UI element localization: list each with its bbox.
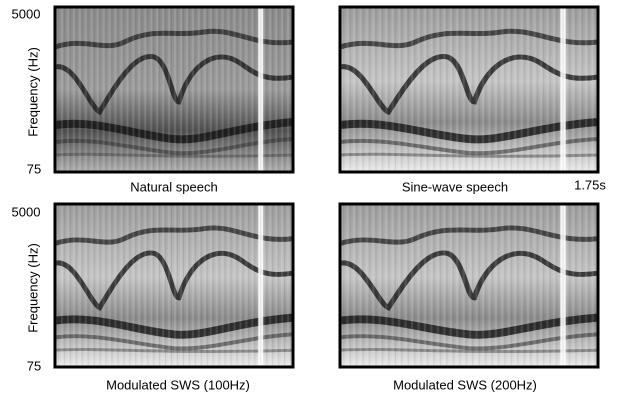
- y-top-label: 5000: [12, 6, 41, 21]
- panel: Modulated SWS (200Hz): [338, 202, 600, 392]
- panel: 5000 75 Frequency (Hz) Natural speech: [12, 5, 295, 194]
- spectrogram-texture: [55, 204, 293, 367]
- panel-frame: [338, 5, 600, 174]
- time-label: 1.75s: [574, 177, 606, 192]
- y-axis-label: Frequency (Hz): [25, 47, 40, 137]
- panel-frame: [53, 5, 295, 174]
- panel-caption: Modulated SWS (200Hz): [393, 377, 537, 392]
- panel-caption: Natural speech: [130, 179, 217, 194]
- y-bottom-label: 75: [27, 161, 41, 176]
- y-axis-label: Frequency (Hz): [25, 243, 40, 333]
- panel: 5000 75 Frequency (Hz) Modulated SWS (10…: [12, 202, 295, 392]
- y-bottom-label: 75: [27, 358, 41, 373]
- panel: Sine-wave speech 1.75s: [338, 5, 606, 194]
- y-top-label: 5000: [12, 204, 41, 219]
- panel-caption: Sine-wave speech: [402, 179, 508, 194]
- panel-caption: Modulated SWS (100Hz): [106, 377, 250, 392]
- panel-frame: [338, 202, 600, 369]
- panel-frame: [53, 202, 295, 369]
- spectrogram-texture: [340, 7, 598, 172]
- spectrogram-texture: [55, 7, 293, 172]
- spectrogram-texture: [340, 204, 598, 367]
